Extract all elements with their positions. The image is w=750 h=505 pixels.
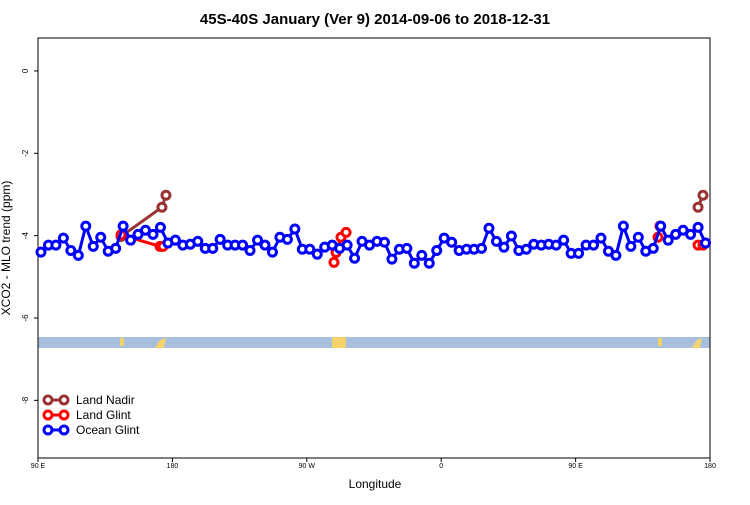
- point: [156, 201, 168, 213]
- point: [401, 242, 413, 254]
- y-tick-label: -4: [21, 232, 30, 240]
- point: [72, 249, 84, 261]
- point: [207, 242, 219, 254]
- point: [378, 236, 390, 248]
- point: [328, 256, 340, 268]
- point: [655, 220, 667, 232]
- legend-marker: [42, 409, 54, 421]
- point: [259, 239, 271, 251]
- point: [588, 239, 600, 251]
- point: [304, 243, 316, 255]
- legend-marker: [42, 394, 54, 406]
- y-tick-label: 0: [21, 68, 30, 73]
- point: [192, 235, 204, 247]
- point: [110, 242, 122, 254]
- point: [65, 244, 77, 256]
- x-tick-label: 180: [167, 463, 179, 470]
- point: [520, 243, 532, 255]
- point: [311, 248, 323, 260]
- point: [147, 228, 159, 240]
- point: [505, 230, 517, 242]
- x-axis-label: Longitude: [349, 477, 402, 491]
- point: [662, 234, 674, 246]
- point: [558, 234, 570, 246]
- y-tick-label: -8: [21, 396, 30, 404]
- legend-marker: [58, 409, 70, 421]
- x-tick-label: 90 W: [299, 463, 316, 470]
- point: [692, 221, 704, 233]
- x-tick-label: 90 E: [31, 463, 46, 470]
- x-tick-label: 90 E: [568, 463, 583, 470]
- legend-label: Ocean Glint: [76, 423, 140, 437]
- point: [35, 246, 47, 258]
- point: [685, 228, 697, 240]
- point: [476, 242, 488, 254]
- point: [632, 231, 644, 243]
- point: [386, 253, 398, 265]
- land-ocean-strip: [38, 337, 710, 348]
- point: [647, 242, 659, 254]
- point: [490, 235, 502, 247]
- point: [483, 222, 495, 234]
- point: [281, 233, 293, 245]
- point: [416, 249, 428, 261]
- point: [700, 237, 712, 249]
- point: [80, 220, 92, 232]
- chart-title: 45S-40S January (Ver 9) 2014-09-06 to 20…: [200, 11, 550, 28]
- x-tick-label: 0: [439, 463, 443, 470]
- point: [117, 220, 129, 232]
- legend-marker: [58, 424, 70, 436]
- point: [266, 246, 278, 258]
- legend-marker: [58, 394, 70, 406]
- point: [214, 233, 226, 245]
- point: [446, 236, 458, 248]
- point: [349, 252, 361, 264]
- point: [408, 257, 420, 269]
- point: [95, 231, 107, 243]
- point: [237, 239, 249, 251]
- y-axis-label: XCO2 - MLO trend (ppm): [0, 181, 13, 316]
- point: [697, 189, 709, 201]
- point: [573, 247, 585, 259]
- legend-marker: [42, 424, 54, 436]
- point: [252, 234, 264, 246]
- point: [341, 239, 353, 251]
- point: [550, 239, 562, 251]
- point: [423, 257, 435, 269]
- point: [50, 239, 62, 251]
- point: [169, 234, 181, 246]
- point: [595, 232, 607, 244]
- y-tick-label: -2: [21, 149, 30, 157]
- point: [692, 201, 704, 213]
- point: [154, 221, 166, 233]
- point: [160, 189, 172, 201]
- point: [617, 220, 629, 232]
- point: [87, 240, 99, 252]
- point: [340, 226, 352, 238]
- x-tick-label: 180: [704, 463, 716, 470]
- point: [610, 249, 622, 261]
- point: [625, 240, 637, 252]
- series-line: [120, 194, 705, 238]
- point: [57, 232, 69, 244]
- legend-label: Land Glint: [76, 408, 131, 422]
- point: [289, 223, 301, 235]
- point: [125, 234, 137, 246]
- legend-label: Land Nadir: [76, 393, 135, 407]
- point: [498, 241, 510, 253]
- y-tick-label: -6: [21, 314, 30, 322]
- point: [431, 244, 443, 256]
- point: [244, 244, 256, 256]
